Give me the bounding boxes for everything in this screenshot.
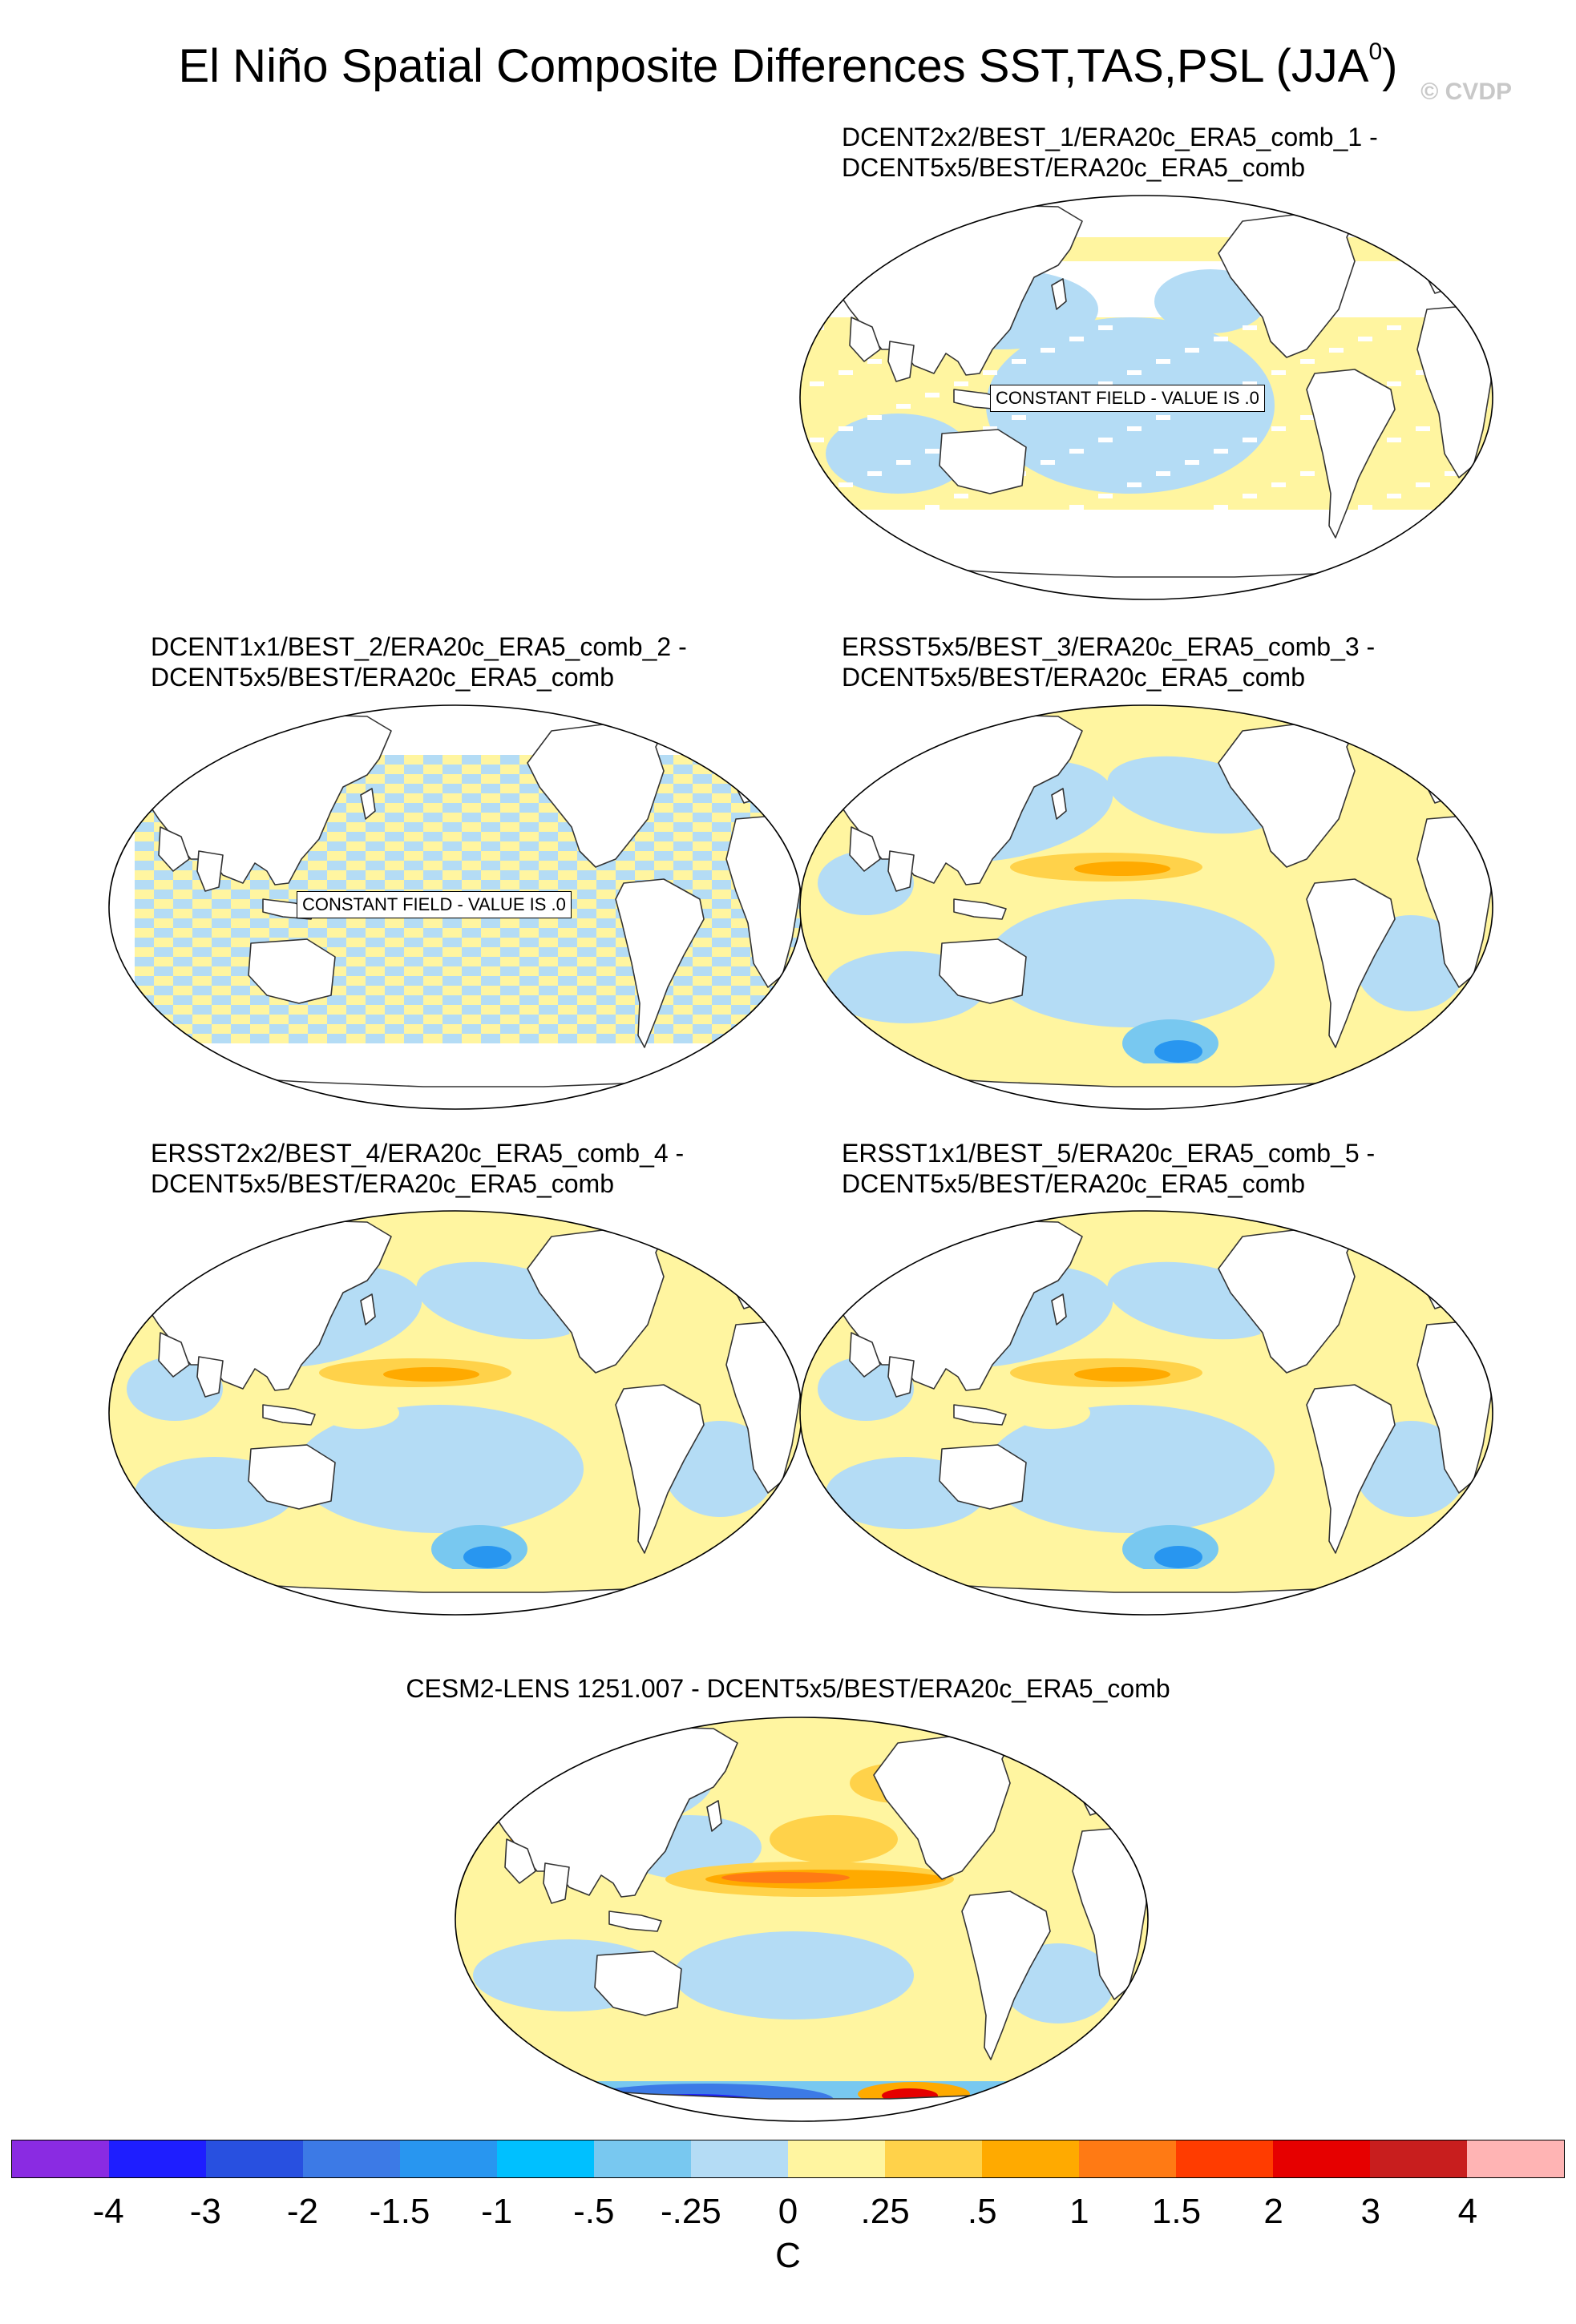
landmass-samerica	[615, 878, 705, 1048]
landmass-japan	[1051, 1293, 1067, 1325]
panel-1-constant-field-note: CONSTANT FIELD - VALUE IS .0	[990, 385, 1265, 412]
panel-6-map	[455, 1717, 1149, 2122]
panel-1-map	[799, 195, 1493, 600]
landmass-samerica	[1306, 878, 1396, 1048]
colorbar-units: C	[775, 2236, 801, 2275]
colorbar-tick-label: -1	[481, 2192, 513, 2231]
colorbar-tick-label: -2	[286, 2192, 318, 2231]
landmass-india	[887, 341, 915, 382]
landmass-arabia	[849, 826, 881, 872]
colorbar-segment	[109, 2140, 206, 2177]
landmass-india	[543, 1862, 570, 1904]
landmass-samerica	[961, 1890, 1051, 2060]
landmass-indonesia	[953, 1404, 1007, 1426]
colorbar-segment	[1273, 2140, 1370, 2177]
landmass-japan	[360, 788, 376, 820]
colorbar-tick-label: 1	[1069, 2192, 1089, 2231]
colorbar-segment	[982, 2140, 1079, 2177]
landmass-australia	[248, 938, 336, 1004]
panel-4-map	[108, 1210, 802, 1616]
colorbar-tick-label: -3	[189, 2192, 221, 2231]
landmass-arabia	[158, 1332, 190, 1378]
landmass-europe	[1418, 734, 1492, 804]
landmass-australia	[939, 1444, 1027, 1510]
colorbar-segment	[691, 2140, 788, 2177]
colorbar-tick-label: -.25	[660, 2192, 721, 2231]
landmass-arabia	[849, 317, 881, 362]
panel-5-label: ERSST1x1/BEST_5/ERA20c_ERA5_comb_5 - DCEN…	[842, 1139, 1376, 1198]
colorbar-segment	[1079, 2140, 1176, 2177]
colorbar-segment	[12, 2140, 109, 2177]
colorbar-segment	[885, 2140, 982, 2177]
panel-6-label: CESM2-LENS 1251.007 - DCENT5x5/BEST/ERA2…	[406, 1674, 1170, 1703]
colorbar	[11, 2140, 1565, 2178]
landmass-indonesia	[953, 898, 1007, 920]
landmass-india	[196, 1356, 224, 1398]
colorbar-segment	[303, 2140, 400, 2177]
colorbar-segment	[1176, 2140, 1273, 2177]
panel-5-map	[799, 1210, 1493, 1616]
colorbar-tick-label: .5	[967, 2192, 997, 2231]
landmass-australia	[939, 429, 1027, 494]
colorbar-tick-label: -.5	[573, 2192, 615, 2231]
colorbar-segment	[594, 2140, 691, 2177]
landmass-australia	[248, 1444, 336, 1510]
landmass-europe	[1418, 224, 1492, 294]
landmass-japan	[1051, 278, 1067, 310]
colorbar-tick-label: 1.5	[1151, 2192, 1202, 2231]
panel-2-constant-field-note: CONSTANT FIELD - VALUE IS .0	[297, 891, 572, 918]
landmass-arabia	[849, 1332, 881, 1378]
landmass-indonesia	[262, 1404, 316, 1426]
landmass-europe	[727, 734, 801, 804]
panel-3-label: ERSST5x5/BEST_3/ERA20c_ERA5_comb_3 - DCEN…	[842, 632, 1376, 692]
landmass-japan	[706, 1800, 722, 1832]
colorbar-tick-label: .25	[860, 2192, 910, 2231]
landmass-samerica	[1306, 369, 1396, 539]
landmass-arabia	[158, 826, 190, 872]
landmass-europe	[727, 1240, 801, 1309]
landmass-samerica	[615, 1384, 705, 1554]
colorbar-segment	[1370, 2140, 1467, 2177]
landmass-indonesia	[608, 1910, 662, 1932]
landmass-australia	[594, 1951, 682, 2016]
landmass-australia	[939, 938, 1027, 1004]
panel-1-label: DCENT2x2/BEST_1/ERA20c_ERA5_comb_1 - DCEN…	[842, 123, 1378, 182]
colorbar-segment	[206, 2140, 303, 2177]
colorbar-tick-label: -4	[92, 2192, 124, 2231]
panel-3-map	[799, 704, 1493, 1110]
landmass-japan	[360, 1293, 376, 1325]
panel-2-map	[108, 704, 802, 1110]
colorbar-tick-label: -1.5	[369, 2192, 430, 2231]
panel-4-label: ERSST2x2/BEST_4/ERA20c_ERA5_comb_4 - DCEN…	[151, 1139, 685, 1198]
landmass-india	[887, 850, 915, 892]
colorbar-tick-label: 4	[1457, 2192, 1478, 2231]
colorbar-segment	[1467, 2140, 1564, 2177]
figure-title: El Niño Spatial Composite Differences SS…	[178, 38, 1398, 92]
landmass-samerica	[1306, 1384, 1396, 1554]
landmass-japan	[1051, 788, 1067, 820]
landmass-arabia	[504, 1838, 536, 1884]
panel-2-label: DCENT1x1/BEST_2/ERA20c_ERA5_comb_2 - DCEN…	[151, 632, 687, 692]
colorbar-tick-label: 3	[1360, 2192, 1380, 2231]
colorbar-tick-label: 2	[1263, 2192, 1283, 2231]
colorbar-segment	[788, 2140, 885, 2177]
colorbar-segment	[400, 2140, 497, 2177]
landmass-europe	[1418, 1240, 1492, 1309]
landmass-india	[887, 1356, 915, 1398]
landmass-india	[196, 850, 224, 892]
cvdp-watermark: © CVDP	[1420, 79, 1512, 105]
landmass-europe	[1073, 1746, 1147, 1816]
colorbar-segment	[497, 2140, 594, 2177]
colorbar-tick-label: 0	[778, 2192, 798, 2231]
